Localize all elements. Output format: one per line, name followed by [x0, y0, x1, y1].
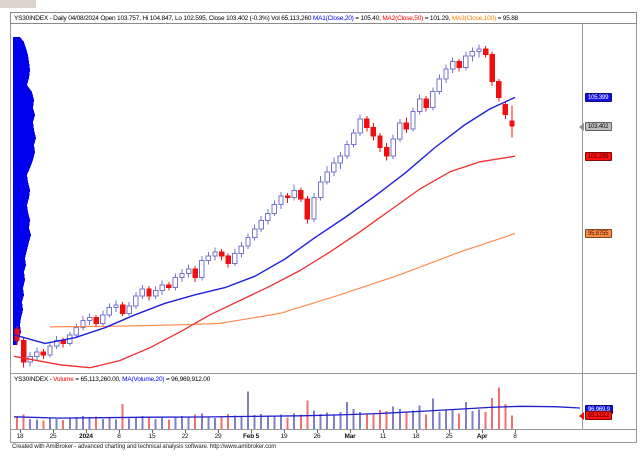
date-tick-label: 8 — [513, 433, 517, 440]
volume-chart-plot[interactable] — [10, 386, 582, 430]
price-tag-ma50: 101.299 — [585, 152, 612, 161]
ma50-line — [13, 155, 516, 369]
title-segment: YS30INDEX - Daily 04/08/2024 Open 103.75… — [14, 15, 313, 22]
title-segment: = 96,969,912.00 — [164, 376, 211, 383]
title-segment: YS30INDEX - — [14, 376, 54, 383]
date-tick-mark — [218, 430, 219, 433]
date-tick-label: 29 — [214, 433, 222, 440]
date-tick-label: Feb 5 — [243, 433, 259, 440]
date-tick-mark — [284, 430, 285, 433]
date-tick-mark — [383, 430, 384, 433]
date-tick-label: 18 — [16, 433, 24, 440]
price-pane-title[interactable]: YS30INDEX - Daily 04/08/2024 Open 103.75… — [10, 12, 637, 24]
date-tick-mark — [350, 430, 351, 433]
date-tick-mark — [251, 430, 252, 433]
title-segment: = 105.40, — [353, 15, 383, 22]
amibroker-credit: Created with AmiBroker - advanced charti… — [12, 444, 277, 450]
volume-pane-title[interactable]: YS30INDEX - Volume = 65,113,260.00, MA(V… — [10, 374, 634, 386]
date-tick-mark — [86, 430, 87, 433]
title-segment: = 95.88 — [495, 15, 519, 22]
date-tick-mark — [482, 430, 483, 433]
volume-tag-last: 65,113,2 — [585, 411, 613, 420]
volume-series — [16, 387, 513, 429]
date-tick-mark — [152, 430, 153, 433]
title-segment: = 101.29, — [423, 15, 452, 22]
date-tick-mark — [416, 430, 417, 433]
date-tick-mark — [317, 430, 318, 433]
title-segment: Volume — [53, 376, 74, 383]
price-tag-ma20: 105.399 — [585, 93, 612, 102]
date-tick-label: 22 — [181, 433, 189, 440]
date-tick-label: 26 — [313, 433, 321, 440]
date-tick-label: 19 — [280, 433, 288, 440]
date-tick-label: 25 — [49, 433, 57, 440]
date-tick-label: 11 — [379, 433, 387, 440]
ma20-line — [13, 96, 516, 345]
date-tick-label: 15 — [148, 433, 156, 440]
pane-divider — [10, 373, 637, 374]
price-tag-ma100: 95.8755 — [585, 229, 612, 238]
date-tick-mark — [20, 430, 21, 433]
left-volume-profile — [13, 37, 36, 345]
date-tick-label: 2024 — [79, 433, 93, 440]
date-tick-label: Apr — [476, 433, 488, 440]
price-tag-last-close: 103.402 — [585, 122, 612, 131]
date-tick-label: 25 — [445, 433, 453, 440]
title-segment: MA(Volume,20) — [122, 376, 165, 383]
date-tick-mark — [449, 430, 450, 433]
title-segment: MA3(Close,100) — [451, 15, 496, 22]
title-segment: MA1(Close,20) — [312, 15, 354, 22]
ma100-line — [49, 233, 516, 328]
title-segment: MA2(Close,50) — [382, 15, 424, 22]
date-axis[interactable]: 18 25 2024 8 15 22 29 Feb 5 19 26 Mar 11 18 25 Apr 8 — [10, 430, 582, 443]
date-tick-mark — [185, 430, 186, 433]
volume-ma-line — [13, 405, 581, 419]
date-tick-mark — [53, 430, 54, 433]
date-tick-label: 8 — [117, 433, 121, 440]
candlestick-chart[interactable] — [10, 24, 582, 373]
volume-pane-baseline — [10, 429, 637, 430]
volume-bars-chart[interactable] — [10, 386, 582, 430]
title-segment: = 65,113,260.00, — [73, 376, 123, 383]
date-tick-label: Mar — [344, 433, 356, 440]
tag-pointer-arrow — [579, 412, 584, 420]
plot-right-border — [582, 24, 583, 430]
price-chart-plot[interactable] — [10, 24, 582, 373]
window-corner-fragment — [0, 0, 36, 8]
tag-pointer-arrow — [579, 123, 584, 131]
date-tick-mark — [119, 430, 120, 433]
candlestick-series — [14, 44, 515, 368]
date-tick-label: 18 — [412, 433, 420, 440]
date-tick-mark — [515, 430, 516, 433]
